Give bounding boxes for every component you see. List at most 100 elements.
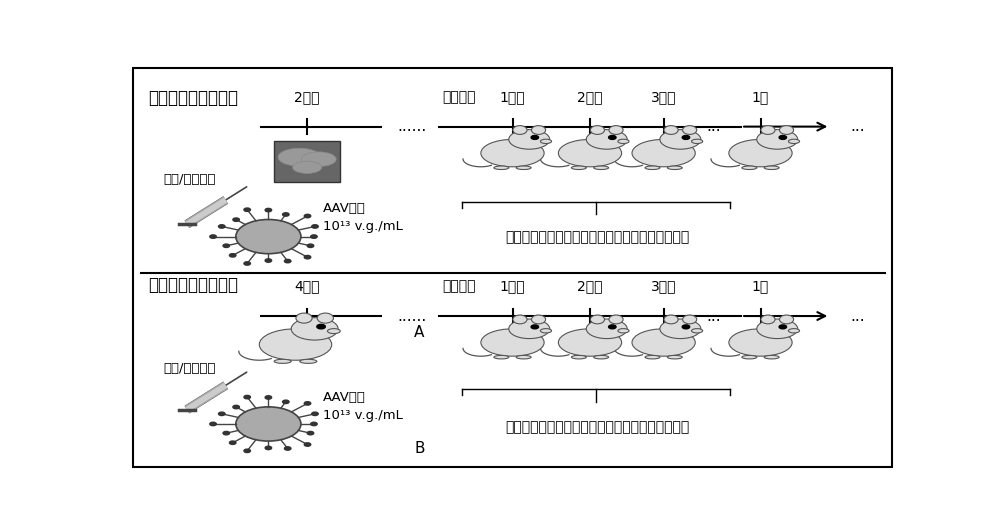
Circle shape	[236, 407, 301, 441]
Ellipse shape	[317, 313, 333, 323]
Ellipse shape	[761, 125, 775, 134]
Ellipse shape	[594, 166, 609, 169]
Ellipse shape	[632, 140, 695, 167]
Circle shape	[223, 244, 230, 248]
Circle shape	[311, 422, 317, 426]
Text: 1个月: 1个月	[500, 90, 525, 104]
Text: ...: ...	[707, 308, 721, 324]
Ellipse shape	[664, 315, 678, 324]
Ellipse shape	[481, 329, 544, 356]
Text: B: B	[414, 441, 425, 456]
Circle shape	[317, 324, 325, 329]
Circle shape	[307, 244, 314, 248]
Circle shape	[307, 432, 314, 435]
Ellipse shape	[586, 130, 627, 149]
Text: 治疗后：: 治疗后：	[443, 90, 476, 104]
Ellipse shape	[764, 355, 779, 359]
Ellipse shape	[667, 166, 682, 169]
Text: 10¹³ v.g./mL: 10¹³ v.g./mL	[323, 409, 402, 422]
Ellipse shape	[494, 355, 509, 359]
Ellipse shape	[609, 125, 623, 134]
Text: 1年: 1年	[752, 280, 769, 294]
Circle shape	[219, 225, 225, 228]
Circle shape	[210, 235, 216, 238]
Ellipse shape	[757, 130, 798, 149]
Circle shape	[244, 262, 250, 265]
Text: 2个月: 2个月	[577, 90, 603, 104]
Ellipse shape	[278, 148, 321, 166]
Ellipse shape	[664, 125, 678, 134]
Text: ......: ......	[397, 119, 426, 134]
Circle shape	[284, 447, 291, 450]
Ellipse shape	[558, 140, 622, 167]
Ellipse shape	[516, 166, 531, 169]
Ellipse shape	[667, 355, 682, 359]
Text: ...: ...	[850, 308, 865, 324]
Text: 对小鼠进行生理生化指标检测，收集对应组织样品: 对小鼠进行生理生化指标检测，收集对应组织样品	[506, 420, 690, 434]
Ellipse shape	[683, 315, 697, 324]
Ellipse shape	[609, 315, 623, 324]
Ellipse shape	[788, 329, 800, 333]
Text: 对小鼠进行生理生化指标检测，收集对应组织样品: 对小鼠进行生理生化指标检测，收集对应组织样品	[506, 231, 690, 244]
Ellipse shape	[779, 125, 794, 134]
Circle shape	[311, 235, 317, 238]
Ellipse shape	[729, 140, 792, 167]
Ellipse shape	[683, 125, 697, 134]
FancyBboxPatch shape	[133, 68, 892, 467]
Circle shape	[229, 253, 236, 257]
Ellipse shape	[531, 315, 546, 324]
Circle shape	[219, 412, 225, 416]
Ellipse shape	[764, 166, 779, 169]
Ellipse shape	[660, 130, 701, 149]
Ellipse shape	[300, 359, 317, 363]
Circle shape	[779, 135, 787, 140]
Ellipse shape	[531, 125, 546, 134]
Text: 1年: 1年	[752, 90, 769, 104]
Circle shape	[609, 135, 616, 140]
Ellipse shape	[513, 315, 527, 324]
Circle shape	[531, 135, 539, 140]
FancyBboxPatch shape	[274, 141, 340, 181]
Ellipse shape	[692, 329, 703, 333]
Ellipse shape	[301, 152, 336, 167]
Ellipse shape	[516, 355, 531, 359]
Ellipse shape	[558, 329, 622, 356]
Ellipse shape	[586, 319, 627, 339]
Circle shape	[312, 412, 318, 416]
Ellipse shape	[571, 166, 586, 169]
Ellipse shape	[729, 329, 792, 356]
Text: 10¹³ v.g./mL: 10¹³ v.g./mL	[323, 220, 402, 233]
Ellipse shape	[618, 139, 629, 143]
Circle shape	[233, 218, 239, 221]
Circle shape	[779, 325, 787, 329]
Ellipse shape	[761, 315, 775, 324]
Text: 1个月: 1个月	[500, 280, 525, 294]
Ellipse shape	[779, 315, 794, 324]
Circle shape	[244, 449, 250, 452]
Text: 治疗后：: 治疗后：	[443, 280, 476, 294]
Ellipse shape	[540, 139, 552, 143]
Circle shape	[244, 395, 250, 399]
Circle shape	[283, 213, 289, 216]
Ellipse shape	[481, 140, 544, 167]
Ellipse shape	[274, 359, 291, 363]
Ellipse shape	[509, 319, 550, 339]
Circle shape	[304, 256, 311, 259]
Text: 成年小鼠修复性治疗: 成年小鼠修复性治疗	[148, 277, 238, 295]
Ellipse shape	[660, 319, 701, 339]
Ellipse shape	[509, 130, 550, 149]
Text: 肌肉/静脉注射: 肌肉/静脉注射	[164, 362, 216, 376]
Circle shape	[265, 208, 272, 212]
Text: ...: ...	[850, 119, 865, 134]
Ellipse shape	[291, 317, 338, 340]
Ellipse shape	[632, 329, 695, 356]
Ellipse shape	[571, 355, 586, 359]
Ellipse shape	[293, 161, 322, 174]
Circle shape	[304, 214, 311, 218]
Text: 腹腔/静脉注射: 腹腔/静脉注射	[164, 173, 216, 186]
Circle shape	[682, 325, 690, 329]
Circle shape	[244, 208, 250, 212]
Ellipse shape	[513, 125, 527, 134]
Circle shape	[312, 225, 318, 228]
Ellipse shape	[788, 139, 800, 143]
